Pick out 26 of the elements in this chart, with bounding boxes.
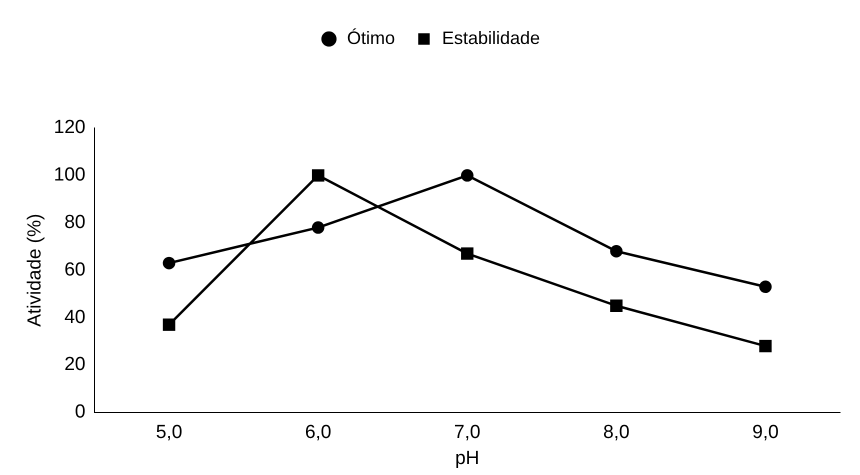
y-tick-label: 60 <box>64 259 86 280</box>
point <box>759 280 772 294</box>
point <box>461 247 474 260</box>
x-tick-label: 7,0 <box>454 422 480 444</box>
point <box>610 300 623 312</box>
y-tick-label: 20 <box>64 354 86 376</box>
y-tick-label: 40 <box>64 306 86 328</box>
y-tick-label: 120 <box>54 117 86 138</box>
legend-label: Ótimo <box>346 28 395 48</box>
x-tick-label: 6,0 <box>304 422 332 444</box>
point <box>461 169 474 182</box>
y-tick-label: 80 <box>64 212 86 234</box>
y-tick-label: 0 <box>74 402 86 423</box>
x-tick-label: 8,0 <box>603 422 630 444</box>
x-axis-title: pH <box>455 448 480 469</box>
point <box>312 169 324 182</box>
point <box>162 256 176 270</box>
point <box>162 318 176 331</box>
point <box>759 340 772 352</box>
x-tick-label: 9,0 <box>752 422 779 444</box>
point <box>312 221 324 234</box>
y-axis-title: Atividade (%) <box>24 214 46 327</box>
x-tick-label: 5,0 <box>156 422 182 444</box>
y-tick-label: 100 <box>54 164 86 186</box>
point <box>610 244 623 258</box>
legend-label: Estabilidade <box>442 28 540 48</box>
